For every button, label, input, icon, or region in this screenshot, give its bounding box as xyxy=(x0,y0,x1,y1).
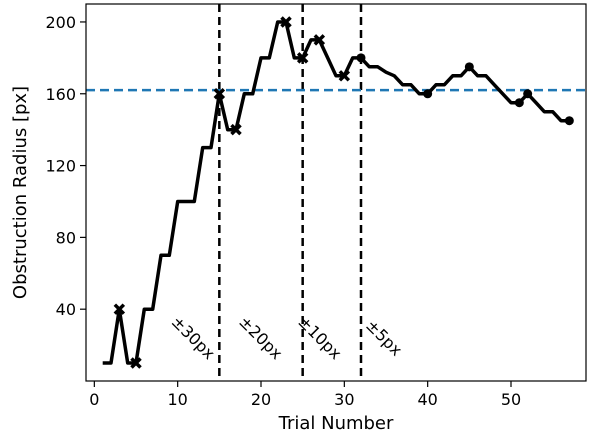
series-line xyxy=(102,20,570,365)
circle-marker xyxy=(564,116,574,126)
series-markers xyxy=(113,16,574,369)
y-tick-label: 200 xyxy=(45,13,76,32)
y-tick-label: 160 xyxy=(45,85,76,104)
circle-marker xyxy=(523,89,533,99)
circle-marker xyxy=(514,98,524,108)
x-marker-stroke xyxy=(296,52,309,64)
x-marker-stroke xyxy=(280,16,292,28)
x-marker xyxy=(280,16,292,28)
x-tick-label: 30 xyxy=(334,390,354,409)
plot-area: ±30px ±20px ±10px ±5px xyxy=(86,4,586,381)
x-marker-stroke xyxy=(213,88,226,100)
y-tick-label: 120 xyxy=(45,157,76,176)
y-axis-ticks: 40 80 120 160 200 xyxy=(45,13,86,319)
x-marker xyxy=(213,88,226,100)
x-tick-label: 10 xyxy=(167,390,187,409)
phase-label: ±5px xyxy=(362,316,406,360)
plot-frame xyxy=(85,3,587,382)
x-tick-label: 20 xyxy=(251,390,271,409)
phase-label: ±30px xyxy=(168,312,219,363)
x-axis-title: Trial Number xyxy=(278,413,394,434)
x-marker-stroke xyxy=(113,303,126,315)
circle-marker xyxy=(356,53,366,63)
y-axis-title: Obstruction Radius [px] xyxy=(10,86,31,299)
phase-labels: ±30px ±20px ±10px ±5px xyxy=(168,312,406,363)
x-marker-stroke xyxy=(338,70,351,82)
x-tick-label: 0 xyxy=(89,390,99,409)
phase-boundaries xyxy=(218,4,363,381)
y-tick-label: 80 xyxy=(56,228,76,247)
x-marker xyxy=(313,34,326,46)
x-marker xyxy=(296,52,309,64)
x-marker-stroke xyxy=(130,357,142,369)
x-marker-stroke xyxy=(230,123,242,136)
y-tick-label: 40 xyxy=(56,300,76,319)
phase-label: ±20px xyxy=(235,312,286,363)
circle-marker xyxy=(423,89,433,99)
x-marker xyxy=(338,70,351,82)
circle-marker xyxy=(464,62,474,72)
x-marker xyxy=(130,357,142,369)
x-marker xyxy=(113,303,126,315)
x-tick-label: 40 xyxy=(417,390,437,409)
x-axis-ticks: 0 10 20 30 40 50 xyxy=(89,381,521,409)
x-marker-stroke xyxy=(313,34,326,46)
x-marker xyxy=(230,123,242,136)
x-tick-label: 50 xyxy=(501,390,521,409)
